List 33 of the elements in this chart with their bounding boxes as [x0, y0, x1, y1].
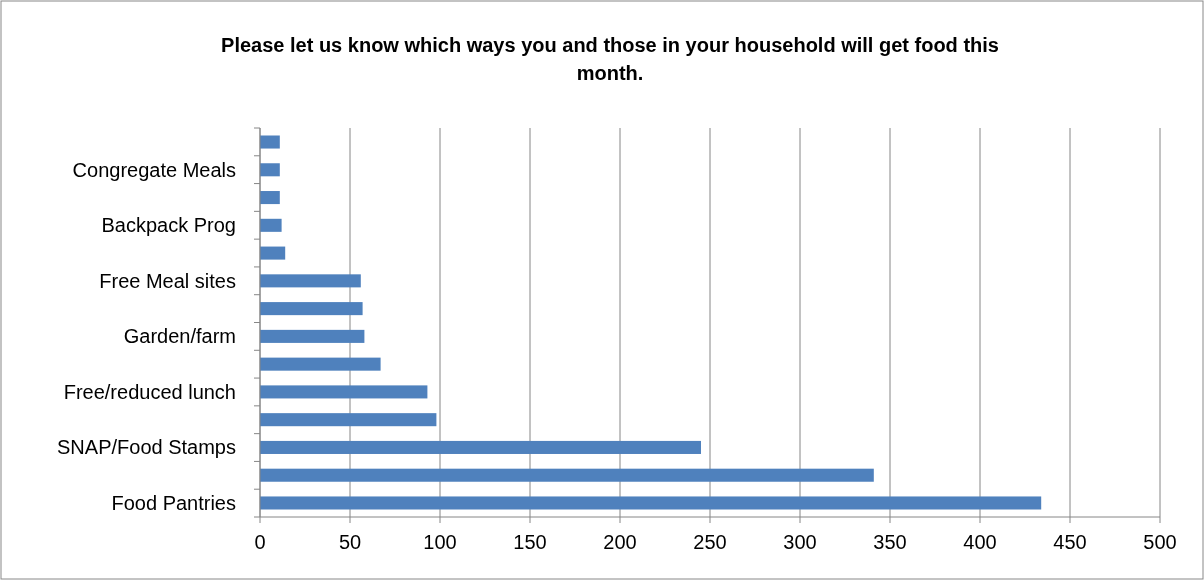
x-tick-label: 300 [783, 531, 817, 553]
x-tick-label: 0 [254, 531, 266, 553]
bar [260, 218, 282, 232]
x-tick-label: 250 [693, 531, 727, 553]
y-tick-label: Food Pantries [111, 491, 236, 514]
bar [260, 302, 363, 316]
y-tick-label: SNAP/Food Stamps [57, 436, 236, 459]
bar [260, 329, 365, 343]
bar [260, 357, 381, 371]
bar [260, 135, 280, 149]
bar [260, 385, 428, 399]
bar [260, 496, 1042, 510]
x-tick-label: 400 [963, 531, 997, 553]
y-tick-label: Congregate Meals [72, 158, 236, 181]
bar [260, 163, 280, 177]
x-tick-label: 100 [423, 531, 457, 553]
y-tick-label: Garden/farm [123, 325, 236, 348]
y-tick-label: Free Meal sites [99, 269, 236, 292]
y-tick-label: Free/reduced lunch [63, 380, 236, 403]
x-tick-label: 450 [1053, 531, 1087, 553]
x-tick-label: 500 [1143, 531, 1177, 553]
bar [260, 468, 874, 482]
bar [260, 440, 701, 454]
bar [260, 274, 361, 288]
bar [260, 413, 437, 427]
chart-title: Please let us know which ways you and those in your household will get food this month. [221, 34, 999, 84]
x-tick-label: 150 [513, 531, 547, 553]
y-tick-label: Backpack Prog [101, 214, 236, 237]
x-tick-label: 350 [873, 531, 907, 553]
x-tick-label: 200 [603, 531, 637, 553]
bar [260, 191, 280, 205]
x-tick-label: 50 [338, 531, 362, 553]
bar [260, 246, 286, 260]
